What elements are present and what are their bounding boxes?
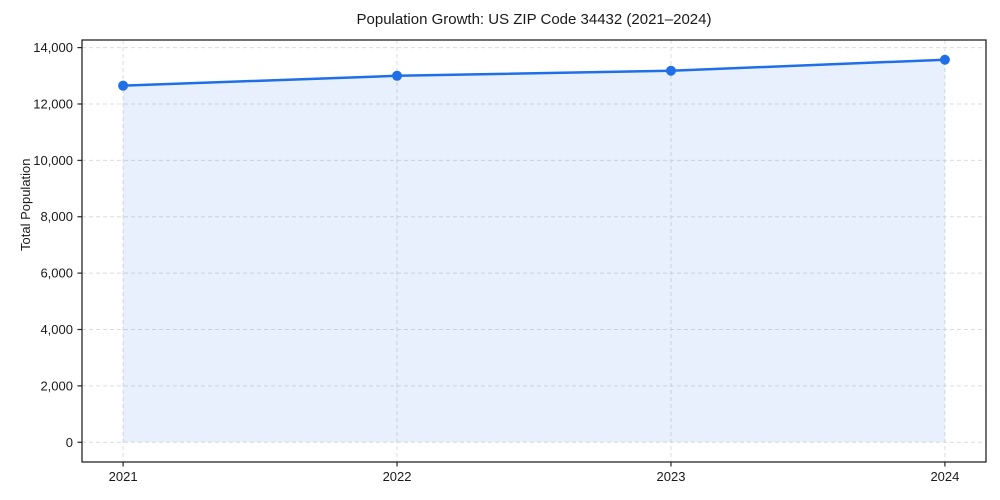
x-tick-label: 2022 <box>383 469 412 484</box>
y-tick-label: 10,000 <box>33 153 73 168</box>
x-tick-label: 2024 <box>930 469 959 484</box>
data-point-marker <box>665 65 676 76</box>
x-tick-label: 2021 <box>109 469 138 484</box>
y-tick-label: 14,000 <box>33 40 73 55</box>
data-point-marker <box>392 70 403 81</box>
y-tick-label: 6,000 <box>40 266 73 281</box>
area-fill <box>123 59 945 443</box>
y-tick-label: 2,000 <box>40 378 73 393</box>
data-point-marker <box>939 54 950 65</box>
data-point-marker <box>118 80 129 91</box>
series-line <box>121 58 947 87</box>
y-tick-label: 0 <box>66 435 73 450</box>
y-tick-label: 8,000 <box>40 209 73 224</box>
y-tick-label: 12,000 <box>33 96 73 111</box>
chart-title: Population Growth: US ZIP Code 34432 (20… <box>356 11 712 28</box>
x-tick-label: 2023 <box>657 469 686 484</box>
y-tick-label: 4,000 <box>40 322 73 337</box>
plot-border <box>81 39 987 463</box>
